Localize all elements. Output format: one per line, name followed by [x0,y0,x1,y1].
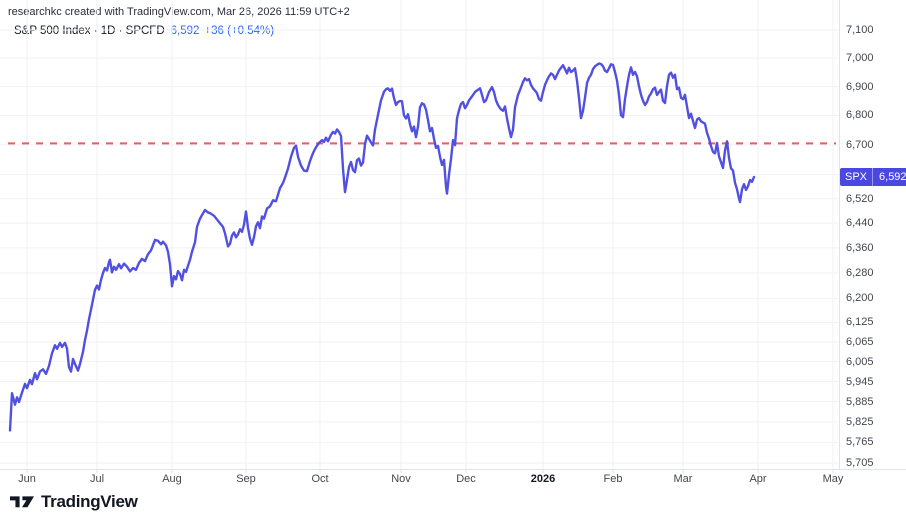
price-axis-border [839,0,840,469]
time-axis-label: Oct [311,473,329,485]
time-axis-label: Mar [673,473,693,485]
price-axis-label: 6,800 [846,109,874,122]
symbol-title: S&P 500 Index · 1D · SPCFD [14,25,165,37]
price-axis-label: 6,900 [846,80,874,93]
time-axis-label: Sep [236,473,256,485]
price-axis-label: 6,065 [846,335,874,348]
last-price-badge: SPX 6,592 [840,167,906,186]
price-axis-label: 7,000 [846,52,874,65]
time-axis-label: May [822,473,844,485]
price-axis-label: 6,200 [846,292,874,305]
badge-value: 6,592 [879,170,906,183]
price-change: +36 (+0.54%) [204,25,275,37]
chart-legend[interactable]: S&P 500 Index · 1D · SPCFD 6,592 +36 (+0.5… [14,25,274,38]
price-axis-label: 5,825 [846,415,874,428]
price-axis-label: 5,705 [846,457,874,470]
price-axis-label: 7,100 [846,24,874,36]
time-axis-border [0,469,906,470]
time-axis-label: Aug [162,473,182,485]
tradingview-mark-icon [10,496,34,508]
tradingview-logo[interactable]: TradingView [10,492,138,512]
price-axis-label: 6,280 [846,266,874,279]
price-axis-label: 6,360 [846,241,874,254]
price-axis-label: 6,125 [846,316,874,329]
price-axis-label: 6,520 [846,192,874,205]
price-axis-label: 6,440 [846,217,874,230]
time-axis-label: Jul [89,473,105,485]
price-axis-label: 5,885 [846,395,874,408]
time-axis-label: Feb [603,473,623,485]
time-axis-label: Dec [456,473,476,485]
attribution-text: researchkc created with TradingView.com,… [8,6,350,18]
badge-symbol: SPX [840,167,874,186]
price-axis-label: 6,700 [846,138,874,151]
price-line-series [8,62,756,432]
last-price: 6,592 [170,25,200,37]
price-axis-label: 5,765 [846,436,874,449]
time-axis-label: 2026 [530,473,556,485]
time-axis-label: Apr [749,473,767,485]
time-axis-label: Nov [391,473,411,485]
price-axis-label: 6,005 [846,355,874,368]
tradingview-wordmark: TradingView [41,492,138,511]
price-axis-label: 5,945 [846,375,874,388]
time-axis-label: Jun [18,473,36,485]
